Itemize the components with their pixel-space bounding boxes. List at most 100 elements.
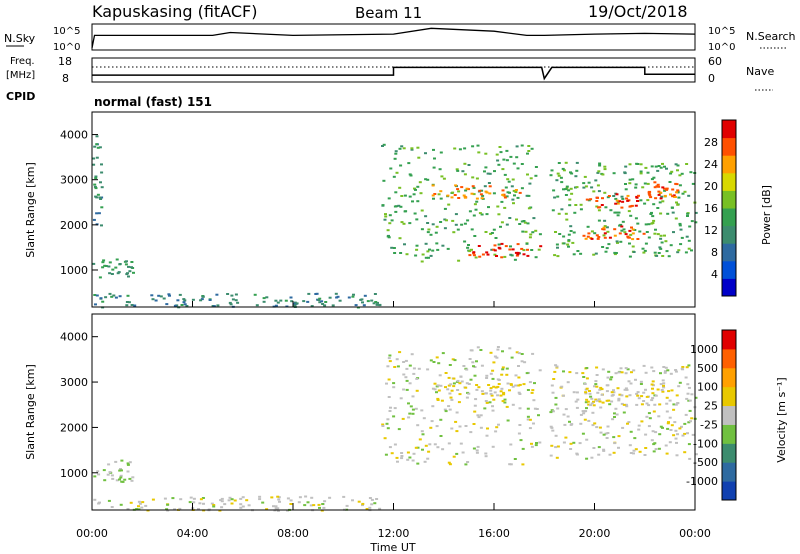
heatmap-cell: [317, 503, 321, 506]
y-tick-label: 2000: [60, 421, 88, 434]
heatmap-cell: [522, 249, 526, 252]
heatmap-cell: [97, 502, 101, 505]
heatmap-cell: [477, 151, 481, 154]
heatmap-cell: [475, 200, 479, 203]
heatmap-cell: [560, 181, 564, 184]
x-tick-label: 16:00: [478, 527, 510, 540]
heatmap-cell: [640, 395, 644, 398]
heatmap-cell: [678, 381, 682, 384]
heatmap-cell: [351, 499, 354, 502]
heatmap-cell: [667, 421, 670, 424]
heatmap-cell: [408, 456, 412, 459]
heatmap-cell: [657, 185, 661, 188]
heatmap-cell: [95, 196, 99, 199]
heatmap-cell: [631, 245, 635, 248]
heatmap-cell: [463, 240, 467, 243]
freq-label: Freq.: [10, 56, 35, 67]
heatmap-cell: [661, 255, 665, 257]
heatmap-cell: [406, 451, 410, 454]
heatmap-cell: [526, 173, 529, 176]
heatmap-cell: [179, 498, 183, 501]
heatmap-cell: [605, 226, 609, 229]
heatmap-cell: [265, 296, 269, 299]
heatmap-cell: [381, 145, 384, 147]
heatmap-cell: [315, 292, 319, 295]
heatmap-cell: [531, 389, 535, 392]
heatmap-cell: [518, 383, 522, 386]
heatmap-cell: [518, 407, 522, 410]
heatmap-cell: [118, 295, 122, 298]
heatmap-cell: [220, 500, 224, 503]
heatmap-cell: [165, 303, 169, 306]
power-heatmap: [92, 135, 698, 309]
heatmap-cell: [234, 299, 238, 302]
heatmap-cell: [407, 162, 411, 165]
heatmap-cell: [465, 396, 469, 399]
heatmap-cell: [494, 430, 498, 433]
heatmap-cell: [415, 248, 419, 251]
heatmap-cell: [140, 506, 144, 509]
heatmap-cell: [505, 223, 509, 226]
heatmap-cell: [431, 194, 435, 197]
heatmap-cell: [654, 228, 657, 231]
heatmap-cell: [121, 480, 125, 483]
heatmap-cell: [408, 412, 412, 415]
heatmap-cell: [644, 371, 648, 374]
heatmap-cell: [688, 409, 692, 412]
heatmap-cell: [596, 184, 600, 187]
heatmap-cell: [424, 178, 428, 181]
heatmap-cell: [474, 256, 478, 259]
heatmap-cell: [550, 384, 554, 387]
heatmap-cell: [567, 245, 570, 248]
heatmap-cell: [328, 296, 332, 299]
heatmap-cell: [431, 249, 435, 252]
heatmap-cell: [686, 392, 690, 395]
heatmap-cell: [397, 204, 401, 207]
heatmap-cell: [100, 171, 104, 174]
heatmap-cell: [556, 407, 560, 410]
heatmap-cell: [644, 388, 647, 391]
heatmap-cell: [566, 415, 570, 418]
heatmap-cell: [629, 430, 633, 433]
heatmap-cell: [653, 251, 657, 254]
heatmap-cell: [574, 204, 578, 206]
heatmap-cell: [499, 394, 503, 397]
heatmap-cell: [570, 192, 574, 195]
heatmap-cell: [420, 228, 424, 231]
heatmap-cell: [694, 396, 698, 399]
heatmap-cell: [444, 372, 448, 374]
heatmap-cell: [471, 361, 475, 364]
heatmap-cell: [497, 383, 501, 385]
heatmap-cell: [382, 179, 386, 182]
heatmap-cell: [657, 193, 661, 196]
heatmap-cell: [127, 265, 130, 268]
heatmap-cell: [198, 502, 202, 505]
heatmap-cell: [375, 303, 379, 306]
heatmap-cell: [530, 445, 534, 448]
y-tick-label: 4000: [60, 129, 88, 142]
heatmap-cell: [469, 349, 473, 352]
heatmap-cell: [550, 426, 554, 429]
heatmap-cell: [602, 226, 606, 229]
heatmap-cell: [491, 445, 495, 448]
heatmap-cell: [416, 200, 420, 203]
heatmap-cell: [558, 233, 562, 235]
heatmap-cell: [126, 272, 129, 275]
heatmap-cell: [192, 501, 196, 504]
heatmap-cell: [381, 425, 385, 427]
heatmap-cell: [199, 299, 203, 302]
heatmap-cell: [602, 228, 606, 231]
heatmap-cell: [431, 387, 435, 390]
heatmap-cell: [493, 249, 497, 252]
heatmap-cell: [435, 242, 439, 245]
heatmap-cell: [617, 397, 621, 400]
heatmap-cell: [475, 388, 479, 391]
heatmap-cell: [526, 248, 529, 251]
heatmap-cell: [613, 251, 617, 254]
heatmap-cell: [96, 470, 100, 473]
heatmap-cell: [510, 185, 514, 188]
heatmap-cell: [555, 365, 559, 368]
heatmap-cell: [585, 407, 588, 410]
heatmap-cell: [318, 297, 322, 300]
heatmap-cell: [475, 177, 479, 180]
